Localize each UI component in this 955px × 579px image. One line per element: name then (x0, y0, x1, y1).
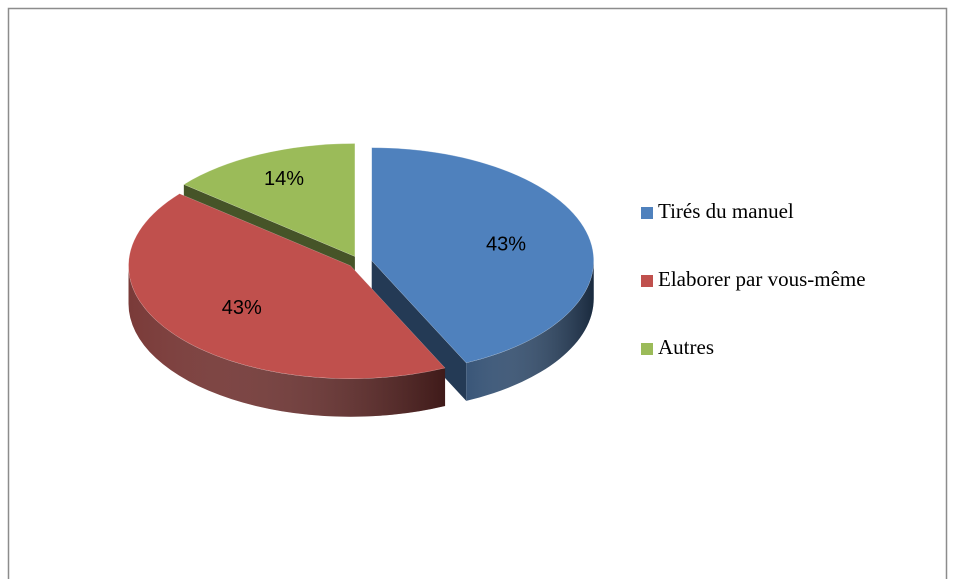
legend-swatch (641, 343, 653, 355)
pie: 43% 43% 14% (128, 143, 594, 417)
slice-top (128, 193, 446, 379)
slice-top (371, 147, 594, 364)
chart-border (7, 7, 948, 579)
legend-label: Tirés du manuel (658, 199, 794, 223)
data-label: 14% (264, 168, 304, 190)
legend-label: Elaborer par vous-même (658, 267, 866, 291)
legend-swatch (641, 275, 653, 287)
data-label: 43% (486, 234, 526, 256)
legend: Tirés du manuel Elaborer par vous-même Aut… (641, 199, 866, 359)
slice-top (183, 143, 356, 257)
legend-swatch (641, 207, 653, 219)
data-label: 43% (222, 297, 262, 319)
pie-slice (128, 193, 446, 417)
slice-side-shade (466, 260, 594, 401)
slice-side-shade (128, 265, 446, 417)
legend-label: Autres (658, 335, 714, 359)
